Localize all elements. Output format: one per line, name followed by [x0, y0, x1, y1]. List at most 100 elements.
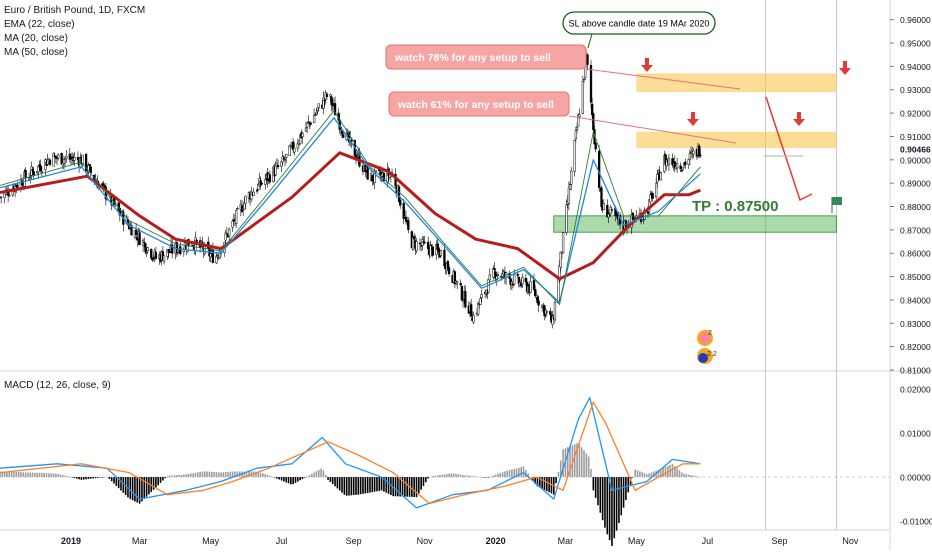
candle — [496, 271, 500, 277]
macd-histogram-bar — [99, 477, 101, 478]
candle — [430, 244, 433, 250]
candle — [459, 279, 462, 287]
macd-histogram-bar — [138, 477, 141, 504]
macd-histogram-bar — [687, 474, 690, 478]
candle — [610, 207, 614, 214]
macd-histogram-bar — [680, 472, 683, 478]
macd-histogram-bar — [646, 474, 648, 478]
macd-histogram-bar — [52, 473, 55, 478]
macd-histogram-bar — [94, 477, 97, 479]
zone-TP — [553, 215, 837, 233]
candle — [257, 182, 260, 191]
macd-histogram-bar — [362, 477, 364, 494]
x-tick-label: Sep — [346, 536, 362, 546]
candle — [574, 126, 578, 143]
candle — [565, 199, 568, 236]
macd-histogram-bar — [676, 468, 678, 478]
macd-histogram-bar — [378, 477, 381, 491]
macd-histogram-bar — [350, 477, 353, 496]
macd-histogram-bar — [662, 467, 664, 478]
y-tick-label: 0.82000 — [900, 342, 931, 352]
candle — [201, 236, 204, 249]
macd-histogram-bar — [511, 469, 513, 478]
macd-histogram-bar — [429, 476, 432, 478]
y-tick-label: 0.89000 — [900, 179, 931, 189]
candle — [415, 238, 418, 254]
candle — [655, 177, 658, 200]
macd-histogram-bar — [290, 477, 292, 485]
macd-legend[interactable]: MACD (12, 26, close, 9) — [4, 380, 111, 391]
candle — [557, 277, 560, 304]
macd-histogram-bar — [420, 477, 422, 490]
candle — [649, 190, 652, 204]
ma20-legend[interactable]: MA (20, close) — [4, 33, 68, 44]
symbol-title[interactable]: Euro / British Pound, 1D, FXCM — [4, 5, 146, 16]
macd-histogram-bar — [327, 477, 329, 480]
x-tick-label: Mar — [132, 536, 148, 546]
macd-histogram-bar — [697, 476, 699, 478]
ma50-legend[interactable]: MA (50, close) — [4, 47, 68, 58]
candle — [32, 166, 35, 181]
candle — [493, 262, 496, 272]
macd-histogram-bar — [110, 477, 113, 482]
down-arrow-icon — [839, 61, 851, 75]
zone-78pct — [636, 73, 837, 93]
macd-histogram-bar — [136, 477, 139, 503]
macd-histogram-bar — [236, 471, 239, 478]
macd-histogram-bar — [445, 474, 448, 478]
macd-histogram-bar — [692, 475, 695, 478]
candle — [175, 238, 178, 258]
macd-histogram-bar — [264, 474, 267, 478]
macd-line — [0, 396, 701, 509]
ema-legend[interactable]: EMA (22, close) — [4, 19, 75, 30]
candle — [236, 206, 239, 210]
candles-layer — [0, 48, 702, 329]
macd-histogram-bar — [534, 477, 536, 485]
macd-histogram-bar — [594, 477, 597, 498]
macd-histogram-bar — [115, 477, 118, 486]
macd-histogram-bar — [308, 475, 311, 478]
candle — [296, 138, 299, 152]
macd-histogram-bar — [162, 477, 164, 481]
macd-histogram-bar — [457, 474, 460, 478]
y-tick-label: 0.83000 — [900, 319, 931, 329]
macd-histogram-bar — [462, 474, 464, 478]
macd-histogram-bar — [120, 477, 122, 491]
macd-histogram-bar — [606, 477, 609, 535]
macd-histogram-bar — [82, 477, 85, 480]
macd-histogram-bar — [301, 477, 304, 479]
macd-histogram-bar — [96, 477, 99, 478]
macd-histogram-bar — [632, 477, 634, 478]
macd-histogram-bar — [622, 477, 625, 508]
macd-histogram-bar — [69, 476, 71, 478]
candle — [407, 217, 410, 234]
macd-histogram-bar — [580, 447, 583, 478]
macd-histogram-bar — [359, 477, 362, 495]
x-tick-label: 2019 — [61, 536, 81, 546]
macd-histogram-bar — [476, 476, 478, 478]
candle — [561, 232, 565, 254]
candle — [228, 227, 231, 242]
candle — [443, 243, 446, 270]
macd-histogram-bar — [559, 460, 562, 478]
macd-histogram-bar — [352, 477, 355, 496]
macd-histogram-bar — [571, 445, 574, 478]
macd-histogram-bar — [422, 477, 425, 486]
macd-histogram-bar — [641, 472, 643, 478]
macd-histogram-bar — [604, 477, 606, 528]
macd-histogram-bar — [508, 470, 511, 478]
macd-histogram-bar — [501, 472, 504, 478]
candle — [681, 167, 685, 171]
macd-histogram-bar — [331, 477, 334, 485]
macd-histogram-bar — [287, 477, 290, 484]
macd-layer — [0, 396, 890, 546]
candle — [439, 249, 443, 258]
macd-tick-label: 0.02000 — [900, 384, 931, 394]
candle — [60, 152, 63, 165]
watch78-pointer — [585, 68, 741, 90]
macd-histogram-bar — [173, 475, 176, 478]
macd-histogram-bar — [576, 443, 578, 478]
candle — [224, 230, 227, 244]
macd-histogram-bar — [229, 471, 232, 478]
